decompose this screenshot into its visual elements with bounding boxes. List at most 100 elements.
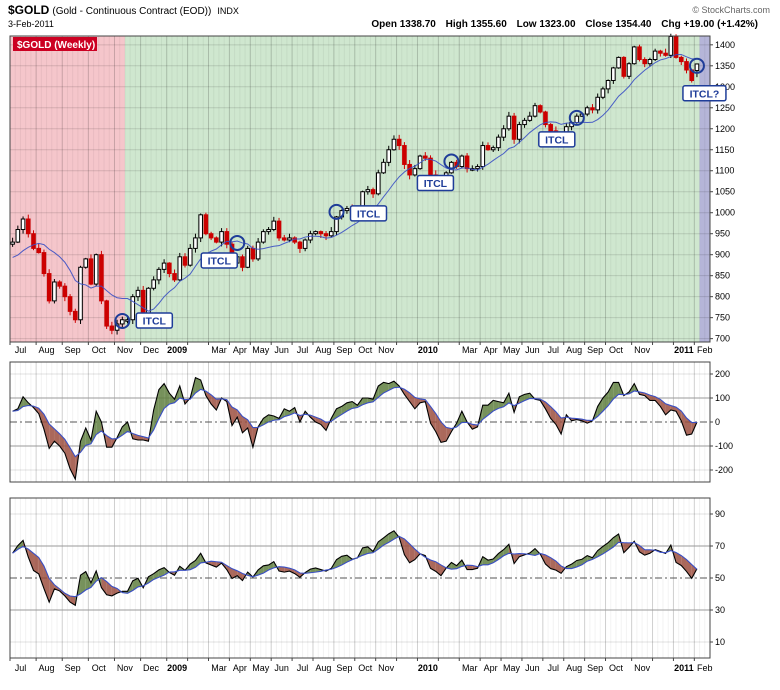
itcl-label-box-1 [200, 252, 238, 269]
candle-body [537, 105, 543, 113]
itcl-signal-circle-3 [443, 153, 460, 170]
month-axis-label: Oct [609, 663, 624, 673]
candle-body [334, 216, 339, 233]
candle-body [182, 256, 188, 266]
candle-body [41, 252, 47, 275]
low-label: Low [516, 19, 537, 30]
candle-body [104, 300, 109, 327]
bull-fill [258, 565, 264, 576]
candle-body [151, 279, 156, 289]
candle-body [240, 256, 245, 268]
candle-body [67, 296, 73, 312]
bull-fill [383, 382, 389, 394]
bull-fill [383, 533, 389, 546]
month-axis-label: Sep [65, 663, 81, 673]
month-axis-label: Dec [143, 663, 160, 673]
candle-body [611, 67, 616, 81]
symbol: $GOLD [8, 3, 50, 17]
price-tick-label: 950 [715, 229, 730, 239]
candle-body [46, 273, 52, 302]
bear-fill [414, 397, 421, 409]
candle-body [302, 239, 308, 249]
month-axis-label: Dec [143, 345, 160, 355]
candle-body [459, 155, 465, 168]
bear-fill [681, 555, 687, 572]
candle-body [88, 258, 94, 285]
month-axis-label: Nov [634, 345, 651, 355]
candle-body [475, 166, 480, 170]
year-axis-label: 2010 [418, 345, 438, 355]
itcl-signal-circle-0 [114, 313, 131, 330]
bull-fill [158, 567, 165, 578]
candle-body [83, 258, 89, 268]
candle-body [15, 229, 21, 243]
itcl-label-box-3 [416, 174, 455, 192]
month-axis-label: Apr [484, 345, 498, 355]
bull-fill [164, 383, 170, 409]
candle-body [396, 138, 402, 147]
tick-label: 70 [715, 541, 725, 551]
candle-body [177, 256, 183, 281]
bull-fill [482, 556, 488, 565]
itcl-label-2: ITCL [357, 208, 381, 220]
bear-fill [43, 414, 50, 449]
candle-body [93, 254, 99, 285]
month-axis-label: Sep [336, 345, 352, 355]
candle-body [422, 155, 428, 159]
rsi-panel: 90 70 50 30 10 [9, 497, 725, 659]
month-axis-label: Aug [315, 345, 331, 355]
candle-body [187, 247, 193, 266]
candle-body [522, 119, 527, 126]
month-axis-label: Aug [39, 663, 55, 673]
candle-body [652, 50, 658, 61]
candle-body [271, 220, 277, 231]
candle-body [527, 115, 533, 121]
itcl-label-box-5 [682, 85, 727, 102]
month-axis-label: Jun [525, 345, 540, 355]
candle-body [668, 35, 674, 56]
year-axis-label: 2009 [167, 663, 187, 673]
month-axis-label: Jun [525, 663, 540, 673]
month-axis-label: Mar [462, 663, 478, 673]
bull-fill [169, 393, 175, 405]
candle-body [574, 115, 580, 123]
candle-body [496, 136, 501, 149]
exchange-tag: INDX [217, 6, 239, 16]
month-axis-label: Nov [378, 663, 395, 673]
bear-fill [435, 413, 441, 443]
month-axis-label: Apr [233, 663, 247, 673]
itcl-label-0: ITCL [143, 316, 167, 328]
bear-fill [676, 552, 682, 566]
month-axis-label: Nov [117, 663, 134, 673]
bull-fill [263, 564, 269, 574]
month-axis-label: Sep [336, 663, 352, 673]
candle-body [261, 231, 266, 243]
month-axis-label: Jul [15, 663, 27, 673]
candle-body [663, 52, 668, 56]
itcl-label-4: ITCL [545, 134, 569, 146]
month-axis-label: Sep [587, 345, 603, 355]
bull-fill [487, 558, 494, 565]
candle-body [370, 189, 376, 195]
tick-label: 90 [715, 509, 725, 519]
bear-fill [49, 578, 55, 603]
candle-body [600, 88, 606, 98]
candle-body [464, 155, 470, 170]
candle-body [678, 56, 684, 63]
month-axis-label: Apr [484, 663, 498, 673]
candle-body [52, 281, 57, 302]
year-axis-label: 2009 [167, 345, 187, 355]
open-value: 1338.70 [399, 19, 436, 30]
bull-fill [451, 562, 457, 570]
candle-body [167, 262, 172, 275]
bull-fill [571, 560, 577, 569]
candle-body [193, 237, 198, 249]
tick-label: 30 [715, 605, 725, 615]
month-axis-label: Oct [358, 345, 373, 355]
month-axis-label: Oct [609, 345, 624, 355]
candle-body [548, 124, 553, 132]
candle-body [25, 218, 31, 235]
month-axis-label: Jun [274, 663, 289, 673]
